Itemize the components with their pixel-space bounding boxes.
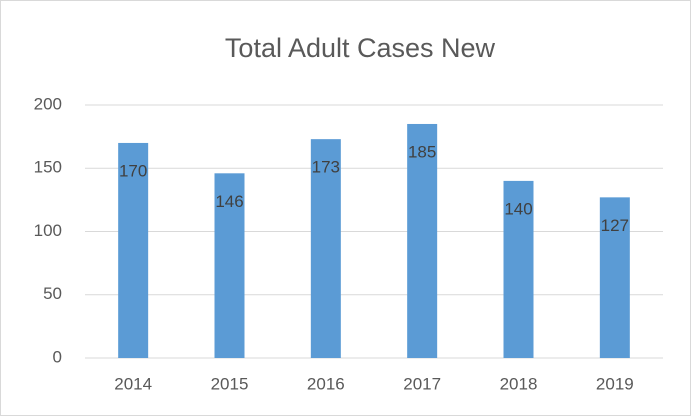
y-tick-label: 0: [53, 347, 62, 366]
bar: [503, 180, 534, 358]
data-label: 146: [215, 192, 243, 211]
y-tick-label: 100: [34, 221, 62, 240]
y-tick-label: 50: [43, 284, 62, 303]
x-tick-label: 2014: [114, 374, 152, 393]
x-tick-label: 2019: [596, 374, 634, 393]
bar: [118, 142, 149, 358]
bar: [214, 173, 245, 358]
x-tick-label: 2015: [211, 374, 249, 393]
chart-title: Total Adult Cases New: [225, 33, 496, 63]
bar: [599, 197, 630, 358]
data-label: 170: [119, 161, 147, 180]
data-label: 127: [601, 216, 629, 235]
data-label: 173: [312, 158, 340, 177]
data-label: 185: [408, 142, 436, 161]
x-tick-label: 2018: [500, 374, 538, 393]
data-label: 140: [504, 199, 532, 218]
bar: [310, 139, 341, 358]
y-tick-label: 200: [34, 94, 62, 113]
x-tick-label: 2017: [403, 374, 441, 393]
y-tick-label: 150: [34, 158, 62, 177]
bar: [407, 123, 438, 358]
x-tick-label: 2016: [307, 374, 345, 393]
